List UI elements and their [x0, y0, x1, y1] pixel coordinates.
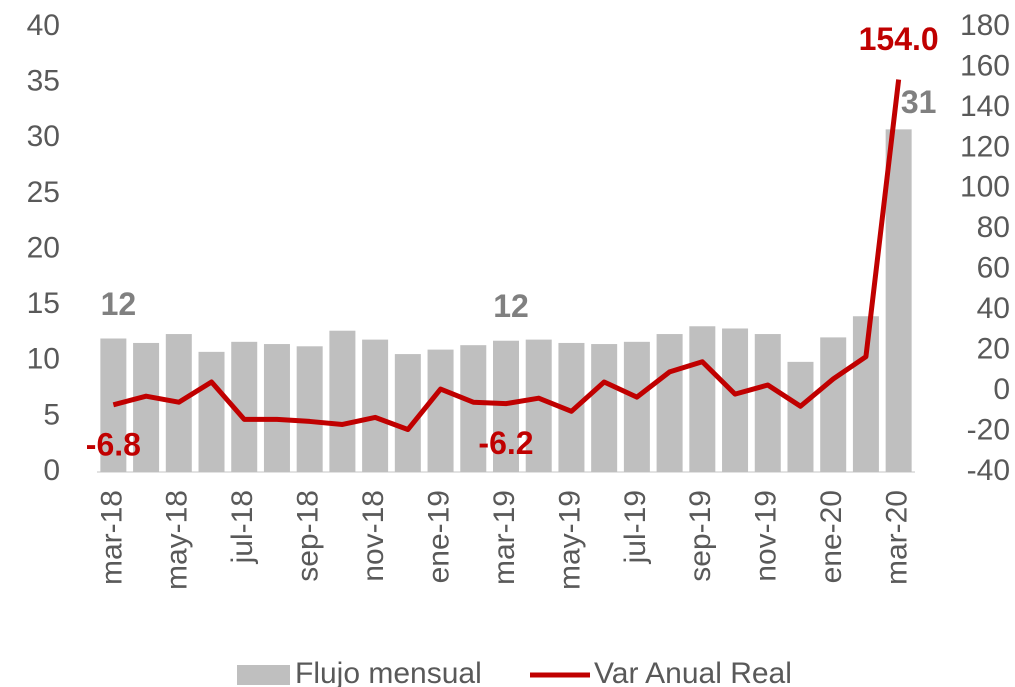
- bar: [885, 129, 912, 472]
- x-tick-label: nov-19: [750, 490, 783, 582]
- y-tick-label: 35: [27, 65, 60, 98]
- bar: [460, 345, 487, 472]
- legend-label: Var Anual Real: [594, 657, 792, 687]
- y2-tick-label: 0: [993, 373, 1010, 406]
- bar: [100, 338, 127, 472]
- x-tick-label: mar-18: [95, 490, 128, 585]
- y2-tick-label: 100: [960, 171, 1010, 204]
- bar: [623, 341, 650, 472]
- x-tick-label: may-18: [161, 490, 194, 590]
- y-tick-label: 30: [27, 120, 60, 153]
- x-tick-label: ene-19: [422, 490, 455, 583]
- y-tick-label: 20: [27, 231, 60, 264]
- bar: [525, 339, 552, 472]
- bar: [591, 344, 618, 472]
- x-tick-label: may-19: [553, 490, 586, 590]
- bar: [787, 361, 814, 472]
- line: [112, 79, 902, 433]
- bar-value-label: 31: [901, 84, 937, 120]
- y-tick-label: 0: [43, 454, 60, 487]
- y2-tick-label: -20: [967, 413, 1010, 446]
- bar: [296, 346, 323, 472]
- legend-swatch: [237, 665, 290, 685]
- x-tick-label: ene-20: [815, 490, 848, 583]
- y2-tick-label: 120: [960, 130, 1010, 163]
- x-tick-label: mar-20: [881, 490, 914, 585]
- y-tick-label: 15: [27, 287, 60, 320]
- x-tick-label: sep-18: [292, 490, 325, 582]
- line-value-label: 154.0: [859, 21, 939, 57]
- line-value-label: -6.8: [86, 426, 141, 462]
- y-tick-label: 10: [27, 343, 60, 376]
- y-tick-label: 5: [43, 398, 60, 431]
- x-tick-label: mar-19: [488, 490, 521, 585]
- bar: [329, 330, 356, 472]
- bar: [198, 351, 225, 472]
- bar: [493, 340, 519, 472]
- bar: [362, 339, 389, 472]
- bar: [722, 328, 749, 472]
- line-value-label: -6.2: [478, 425, 533, 461]
- bar: [263, 344, 290, 472]
- bar: [820, 337, 847, 472]
- y2-tick-label: 80: [977, 211, 1010, 244]
- bar: [133, 342, 160, 472]
- bar: [689, 326, 716, 472]
- bar: [394, 354, 421, 472]
- y-tick-label: 25: [27, 176, 60, 209]
- bar: [656, 334, 683, 472]
- bar: [754, 334, 781, 472]
- legend-label: Flujo mensual: [295, 657, 482, 687]
- y2-tick-label: 140: [960, 90, 1010, 123]
- y2-tick-label: 160: [960, 49, 1010, 82]
- bar-value-label: 12: [101, 286, 137, 322]
- x-tick-label: sep-19: [684, 490, 717, 582]
- y2-tick-label: 60: [977, 252, 1010, 285]
- y2-tick-label: -40: [967, 454, 1010, 487]
- y2-tick-label: 40: [977, 292, 1010, 325]
- x-tick-label: jul-18: [226, 490, 259, 564]
- bar: [427, 349, 454, 472]
- x-tick-label: nov-18: [357, 490, 390, 582]
- x-tick-label: jul-19: [619, 490, 652, 564]
- bar-value-label: 12: [493, 288, 529, 324]
- y2-tick-label: 180: [960, 9, 1010, 42]
- y2-tick-label: 20: [977, 333, 1010, 366]
- y-tick-label: 40: [27, 9, 60, 42]
